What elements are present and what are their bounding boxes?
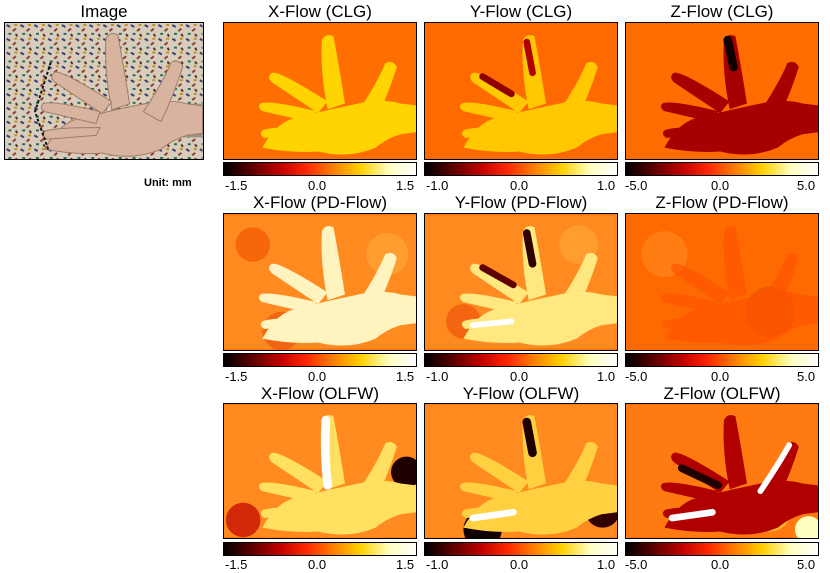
- tick-max: 5.0: [797, 557, 816, 572]
- tick-max: 5.0: [797, 369, 816, 384]
- tick-zero: 0.0: [711, 369, 730, 384]
- tick-max: 1.5: [396, 557, 415, 572]
- tick-min: -1.5: [225, 369, 248, 384]
- colorbar-y-olfw: [424, 542, 618, 556]
- flow-map-y-olfw: [424, 403, 618, 539]
- tick-min: -5.0: [625, 557, 648, 572]
- panel-title-y-pdflow: Y-Flow (PD-Flow): [454, 193, 588, 212]
- tick-max: 1.5: [396, 369, 415, 384]
- panel-title-z-pdflow: Z-Flow (PD-Flow): [655, 193, 789, 212]
- tick-min: -5.0: [625, 369, 648, 384]
- tick-min: -5.0: [625, 178, 648, 193]
- flow-map-y-clg: [424, 22, 618, 160]
- tick-zero: 0.0: [711, 178, 730, 193]
- colorbar-z-pdflow: [625, 353, 819, 367]
- tick-max: 1.0: [597, 369, 616, 384]
- tick-zero: 0.0: [308, 369, 327, 384]
- flow-map-x-olfw: [223, 403, 417, 539]
- unit-label: Unit: mm: [144, 177, 192, 189]
- tick-zero: 0.0: [510, 557, 529, 572]
- tick-min: -1.0: [426, 178, 449, 193]
- tick-max: 1.0: [597, 178, 616, 193]
- flow-map-y-pdflow: [424, 213, 618, 351]
- tick-max: 1.5: [396, 178, 415, 193]
- panel-title-x-olfw: X-Flow (OLFW): [260, 384, 380, 403]
- tick-zero: 0.0: [711, 557, 730, 572]
- flow-map-z-clg: [625, 22, 819, 160]
- tick-zero: 0.0: [510, 178, 529, 193]
- flow-map-x-pdflow: [223, 213, 417, 351]
- tick-max: 5.0: [797, 178, 816, 193]
- panel-title-z-olfw: Z-Flow (OLFW): [663, 384, 781, 403]
- colorbar-z-clg: [625, 162, 819, 176]
- source-photo: [4, 22, 204, 160]
- colorbar-x-olfw: [223, 542, 417, 556]
- colorbar-x-clg: [223, 162, 417, 176]
- colorbar-z-olfw: [625, 542, 819, 556]
- tick-min: -1.5: [225, 178, 248, 193]
- flow-map-z-olfw: [625, 403, 819, 539]
- panel-title-z-clg: Z-Flow (CLG): [670, 2, 774, 21]
- flow-map-z-pdflow: [625, 213, 819, 351]
- tick-zero: 0.0: [308, 557, 327, 572]
- panel-title-x-pdflow: X-Flow (PD-Flow): [252, 193, 388, 212]
- image-title: Image: [80, 2, 128, 21]
- colorbar-y-clg: [424, 162, 618, 176]
- panel-title-y-olfw: Y-Flow (OLFW): [462, 384, 580, 403]
- tick-min: -1.5: [225, 557, 248, 572]
- flow-map-x-clg: [223, 22, 417, 160]
- tick-min: -1.0: [426, 369, 449, 384]
- tick-zero: 0.0: [510, 369, 529, 384]
- tick-zero: 0.0: [308, 178, 327, 193]
- panel-title-y-clg: Y-Flow (CLG): [469, 2, 573, 21]
- tick-min: -1.0: [426, 557, 449, 572]
- tick-max: 1.0: [597, 557, 616, 572]
- panel-title-x-clg: X-Flow (CLG): [268, 2, 372, 21]
- colorbar-x-pdflow: [223, 353, 417, 367]
- colorbar-y-pdflow: [424, 353, 618, 367]
